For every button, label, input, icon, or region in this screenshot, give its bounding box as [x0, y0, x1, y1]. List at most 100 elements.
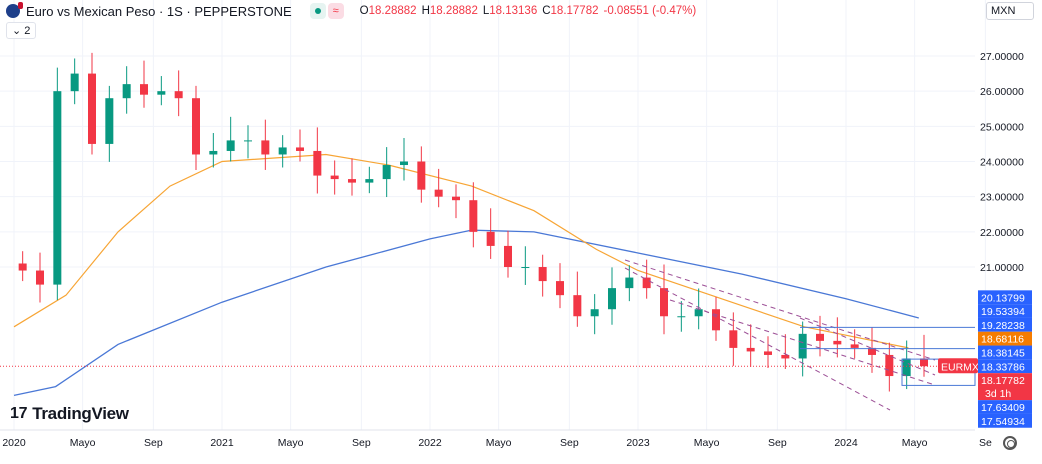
x-tick-label: 2020	[2, 437, 26, 449]
candle	[70, 73, 79, 92]
candle	[677, 316, 686, 318]
y-tick-label: 23.00000	[980, 192, 1024, 204]
x-tick-label: 2021	[210, 437, 234, 449]
market-open-icon[interactable]	[309, 3, 326, 19]
collapse-indicators-button[interactable]: ⌄ 2	[6, 22, 37, 39]
price-badge: 19.53394	[978, 304, 1032, 318]
candle	[244, 140, 252, 142]
x-tick-label: Mayo	[70, 437, 96, 449]
x-tick-label: Mayo	[486, 437, 512, 449]
candle	[833, 340, 842, 345]
price-badge-bg	[978, 304, 1032, 318]
candle	[209, 150, 218, 155]
trend-channel-line	[669, 299, 936, 386]
candle	[486, 231, 495, 246]
delayed-data-icon[interactable]: ≈	[327, 3, 344, 19]
price-badge-label: 18.33786	[981, 361, 1025, 373]
candle	[226, 140, 235, 151]
price-badge: 17.63409	[978, 400, 1032, 414]
eur-mxn-flag-icon	[6, 2, 23, 18]
candle	[538, 267, 547, 282]
candle	[140, 84, 148, 95]
candle	[608, 288, 616, 310]
x-tick-label: Mayo	[694, 437, 720, 449]
candle	[122, 84, 131, 99]
price-badge-bg	[978, 373, 1032, 401]
candle	[712, 309, 720, 331]
candle	[434, 189, 443, 197]
price-badge-bg	[978, 317, 1032, 332]
candle	[850, 344, 859, 348]
candle	[521, 267, 530, 269]
chart-header: Euro vs Mexican Peso · 1S · PEPPERSTONE …	[6, 2, 697, 19]
trend-channel-line	[799, 317, 936, 376]
price-badge-label: 19.28238	[981, 320, 1025, 332]
moving-average-fast	[13, 153, 909, 349]
candle	[660, 288, 668, 317]
candle	[902, 358, 911, 377]
price-badge: 19.28238	[978, 317, 1032, 332]
y-tick-label: 22.00000	[980, 227, 1024, 239]
candle	[694, 309, 703, 317]
candle	[174, 91, 183, 99]
moving-average-slow	[13, 229, 919, 397]
y-tick-label: 21.00000	[980, 262, 1024, 274]
candle	[642, 277, 651, 289]
settings-gear-icon[interactable]	[1003, 436, 1017, 450]
candle	[192, 98, 200, 155]
candle	[920, 358, 928, 367]
x-tick-label: Mayo	[278, 437, 304, 449]
price-badge-bg	[978, 345, 1032, 360]
candle	[105, 98, 114, 144]
candle	[88, 73, 96, 144]
countdown-label: 3d 1h	[985, 388, 1011, 400]
candle	[36, 270, 44, 285]
candle	[18, 263, 27, 271]
candle	[556, 281, 564, 296]
price-badge: 20.13799	[978, 290, 1032, 304]
price-badge-bg	[978, 413, 1032, 428]
candle	[469, 200, 478, 232]
candle	[885, 354, 894, 377]
candle	[764, 351, 772, 355]
x-tick-label: Sep	[144, 437, 163, 449]
candle	[781, 354, 790, 359]
y-tick-label: 27.00000	[980, 51, 1024, 63]
candle	[261, 140, 270, 155]
currency-selector[interactable]: MXN	[986, 2, 1034, 20]
symbol-title[interactable]: Euro vs Mexican Peso · 1S · PEPPERSTONE	[26, 3, 292, 19]
price-badge-label: 20.13799	[981, 292, 1025, 304]
candle	[798, 333, 807, 359]
candle	[816, 333, 824, 341]
symbol-label-bg	[938, 358, 978, 374]
tradingview-logo[interactable]: 17 TradingView	[10, 404, 129, 423]
candle	[625, 277, 634, 289]
candle	[590, 309, 599, 317]
price-badge-label: 17.54934	[981, 416, 1025, 428]
candle	[157, 91, 166, 95]
x-tick-label: Sep	[352, 437, 371, 449]
x-tick-label: 2022	[418, 437, 442, 449]
price-badge: 17.54934	[978, 413, 1032, 428]
price-badge: 18.38145	[978, 345, 1032, 360]
price-badge-bg	[978, 331, 1032, 346]
candle	[382, 165, 391, 180]
candle	[296, 147, 304, 151]
candle	[417, 161, 426, 190]
ohlc-values: O18.28882 H18.28882 L18.13136 C18.17782 …	[359, 5, 697, 17]
x-tick-label: Se	[979, 437, 992, 449]
symbol-label: EURMXN	[941, 361, 987, 373]
y-tick-label: 24.00000	[980, 157, 1024, 169]
candle	[365, 179, 374, 183]
candle	[348, 179, 356, 183]
x-tick-label: Sep	[560, 437, 579, 449]
y-tick-label: 26.00000	[980, 86, 1024, 98]
price-badge-label: 17.63409	[981, 402, 1025, 414]
price-badge-bg	[978, 359, 1032, 374]
price-badge: 18.68116	[978, 331, 1032, 346]
candle	[573, 295, 582, 317]
candle	[452, 196, 460, 201]
candle	[504, 245, 512, 268]
